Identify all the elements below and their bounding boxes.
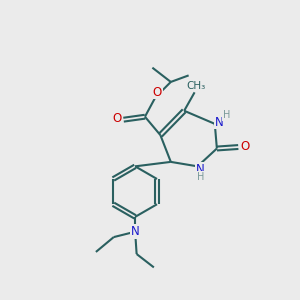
- Text: O: O: [152, 85, 162, 98]
- Text: N: N: [214, 116, 223, 129]
- Text: N: N: [131, 225, 140, 238]
- Text: CH₃: CH₃: [187, 80, 206, 91]
- Text: H: H: [197, 172, 205, 182]
- Text: O: O: [240, 140, 249, 153]
- Text: N: N: [196, 163, 205, 176]
- Text: H: H: [223, 110, 230, 120]
- Text: O: O: [112, 112, 122, 125]
